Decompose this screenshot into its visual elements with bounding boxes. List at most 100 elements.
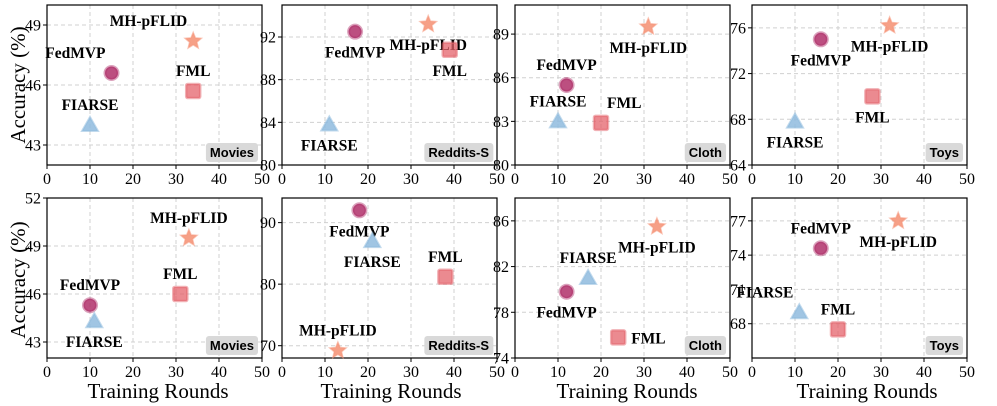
panel-1-y-tick-label: 43 bbox=[25, 138, 41, 155]
panel-3-x-tick-label: 30 bbox=[636, 171, 652, 188]
panel-7-point-mh-pflid-label: MH-pFLID bbox=[618, 240, 696, 257]
panel-1-x-tick-label: 40 bbox=[211, 171, 227, 188]
panel-2-point-fiarse-label: FIARSE bbox=[301, 137, 358, 154]
panel-2-x-tick-label: 20 bbox=[360, 171, 376, 188]
panel-4-plot-frame bbox=[751, 4, 968, 166]
panel-6-dataset-badge: Reddits-S bbox=[424, 336, 494, 355]
panel-7-x-tick-label: 40 bbox=[679, 364, 695, 381]
panel-5-dataset-badge-bg bbox=[205, 336, 258, 355]
panel-1-x-tick-label: 20 bbox=[125, 171, 141, 188]
panel-8-point-mh-pflid-label: MH-pFLID bbox=[859, 234, 937, 251]
panel-2-point-mh-pflid bbox=[418, 13, 439, 33]
panel-6-dataset-badge-bg bbox=[424, 336, 494, 355]
panel-1-point-fiarse bbox=[80, 114, 100, 132]
panel-6-reddits-s: 0 10 20 30 40 50 70 80 90 FedMVP MH-pFLID FML FIARSE… bbox=[260, 197, 505, 381]
panel-5-y-tick-label: 46 bbox=[25, 287, 41, 304]
panel-5-x-tick-label: 50 bbox=[254, 364, 270, 381]
panel-6-y-tick-label: 70 bbox=[260, 338, 276, 355]
panel-6-y-tick-label: 80 bbox=[260, 277, 276, 294]
panel-5-x-tick-label: 30 bbox=[168, 364, 184, 381]
panel-5-point-fml-label: FML bbox=[163, 266, 197, 283]
panel-7-point-mh-pflid bbox=[646, 216, 667, 236]
panel-3-y-tick-label: 80 bbox=[493, 158, 509, 175]
panel-6-point-fedmvp bbox=[351, 202, 368, 219]
panel-2-x-tick-label: 50 bbox=[489, 171, 505, 188]
panel-3-y-tick-label: 83 bbox=[493, 114, 509, 131]
panel-4-dataset-badge: Toys bbox=[925, 143, 963, 162]
panel-8-point-fml-label: FML bbox=[821, 301, 855, 318]
panel-4-point-fiarse-label: FIARSE bbox=[767, 135, 824, 152]
panel-2-y-tick-label: 80 bbox=[260, 158, 276, 175]
panel-7-x-tick-label: 30 bbox=[636, 364, 652, 381]
panel-4-x-tick-label: 10 bbox=[787, 171, 803, 188]
panel-6-point-fml bbox=[437, 268, 454, 286]
panel-1-y-tick-label: 49 bbox=[25, 18, 41, 35]
panel-5-movies: 0 10 20 30 40 50 43 46 49 52 FedMVP MH-pFLID FML FIAR… bbox=[25, 191, 270, 382]
panel-3-y-tick-label: 89 bbox=[493, 27, 509, 44]
panel-7-dataset-label: Cloth bbox=[689, 338, 722, 353]
panel-2-point-fml-label: FML bbox=[432, 63, 466, 80]
panel-1-point-mh-pflid-label: MH-pFLID bbox=[110, 13, 188, 30]
panel-4-x-tick-label: 0 bbox=[748, 171, 756, 188]
panel-7-point-fedmvp-label: FedMVP bbox=[536, 305, 597, 322]
panel-5-y-tick-label: 49 bbox=[25, 239, 41, 256]
panel-8-dataset-badge: Toys bbox=[925, 336, 963, 355]
panel-7-point-fiarse bbox=[578, 267, 598, 285]
panel-2-dataset-label: Reddits-S bbox=[428, 145, 489, 160]
panel-4-dataset-label: Toys bbox=[930, 145, 959, 160]
panel-7-y-tick-label: 82 bbox=[493, 259, 509, 276]
panel-7-plot-frame bbox=[514, 197, 731, 359]
panel-4-y-tick-label: 72 bbox=[730, 66, 746, 83]
panel-7-dataset-badge: Cloth bbox=[684, 336, 727, 355]
panel-3-cloth: 0 10 20 30 40 50 80 83 86 89 FedMVP MH-pFLID FML FIAR… bbox=[493, 4, 738, 188]
panel-6-x-tick-label: 40 bbox=[446, 364, 462, 381]
panel-8-x-tick-label: 40 bbox=[916, 364, 932, 381]
panel-7-x-tick-label: 0 bbox=[511, 364, 519, 381]
panel-2-y-tick-label: 84 bbox=[260, 115, 276, 132]
panel-7-point-fml bbox=[609, 329, 627, 346]
panel-1-dataset-badge-bg bbox=[205, 143, 258, 162]
panel-2-plot-frame bbox=[281, 4, 498, 166]
panel-1-x-tick-label: 10 bbox=[82, 171, 98, 188]
panel-7-y-tick-label: 74 bbox=[493, 351, 509, 368]
panel-8-x-tick-label: 50 bbox=[959, 364, 975, 381]
panel-7-x-tick-label: 20 bbox=[593, 364, 609, 381]
panel-5-plot-frame bbox=[46, 197, 263, 359]
panel-8-x-tick-label: 30 bbox=[873, 364, 889, 381]
x-axis-title-4: Training Rounds bbox=[796, 379, 937, 403]
panel-4-point-mh-pflid-label: MH-pFLID bbox=[851, 39, 929, 56]
panel-5-point-fiarse-label: FIARSE bbox=[66, 334, 123, 351]
panel-6-point-fml-label: FML bbox=[428, 249, 462, 266]
panel-8-x-tick-label: 0 bbox=[748, 364, 756, 381]
panel-1-x-tick-label: 0 bbox=[43, 171, 51, 188]
panel-5-dataset-label: Movies bbox=[210, 338, 254, 353]
panel-2-point-fiarse bbox=[319, 114, 340, 132]
panel-1-x-tick-label: 30 bbox=[168, 171, 184, 188]
panel-7-point-fedmvp bbox=[558, 283, 575, 300]
panel-1-x-tick-label: 50 bbox=[254, 171, 270, 188]
panel-6-x-tick-label: 10 bbox=[317, 364, 333, 381]
panel-3-dataset-label: Cloth bbox=[689, 145, 722, 160]
panel-7-point-fml-label: FML bbox=[631, 330, 665, 347]
panel-5-x-tick-label: 10 bbox=[82, 364, 98, 381]
y-axis-title-bottom: Accuracy (%) bbox=[6, 221, 30, 338]
panel-6-point-fiarse-label: FIARSE bbox=[344, 254, 401, 271]
panel-2-x-tick-label: 40 bbox=[446, 171, 462, 188]
panel-5-x-tick-label: 40 bbox=[211, 364, 227, 381]
panel-8-y-tick-label: 74 bbox=[730, 248, 746, 265]
panel-6-x-tick-label: 0 bbox=[278, 364, 286, 381]
panel-1-point-mh-pflid bbox=[183, 30, 204, 50]
panel-5-y-tick-label: 52 bbox=[25, 191, 41, 208]
panel-4-point-fedmvp-label: FedMVP bbox=[791, 52, 852, 69]
panel-8-point-fedmvp-label: FedMVP bbox=[791, 220, 852, 237]
panel-1-point-fml bbox=[184, 82, 202, 100]
panel-1-point-fedmvp-label: FedMVP bbox=[45, 45, 106, 62]
panel-3-x-tick-label: 40 bbox=[679, 171, 695, 188]
panel-2-point-fml bbox=[441, 41, 458, 59]
panel-1-point-fedmvp bbox=[103, 65, 120, 81]
panel-6-point-mh-pflid bbox=[327, 340, 348, 360]
panel-5-x-tick-label: 20 bbox=[125, 364, 141, 381]
panel-8-point-mh-pflid bbox=[888, 210, 909, 230]
